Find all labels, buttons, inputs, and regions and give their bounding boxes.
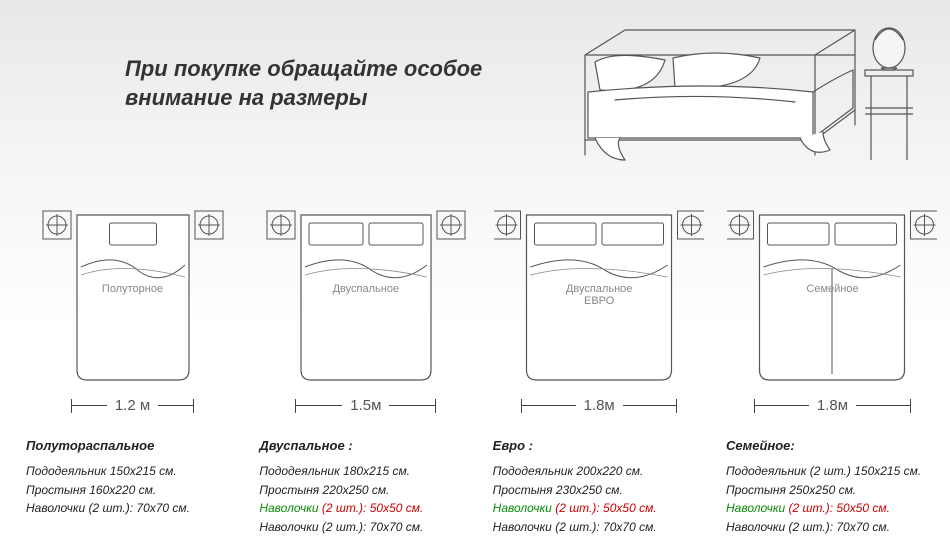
pillow-size: 70х70 см. (603, 520, 657, 534)
pillow-size: 50х50 см. (836, 501, 890, 515)
bed-diagram-label: Полуторное (102, 283, 163, 295)
pillow-size: 70х70 см. (370, 520, 424, 534)
bed-size-column-family: Семейное 1.8м Семейное: Пододеяльник (2 … (720, 195, 945, 537)
width-label: 1.8м (578, 397, 621, 414)
bed-diagram-label: ДвуспальноеЕВРО (566, 283, 632, 307)
width-dimension: 1.8м (487, 392, 712, 418)
spec-pillow-row: Наволочки (2 шт.): 70х70 см. (259, 518, 423, 537)
spec-duvet: Пододеяльник 180х215 см. (259, 462, 423, 481)
bed-size-columns: Полуторное 1.2 м Полутораспальное Пододе… (20, 195, 945, 537)
heading-text: При покупке обращайте особое внимание на… (125, 55, 545, 112)
bed-size-column-one_half: Полуторное 1.2 м Полутораспальное Пододе… (20, 195, 245, 537)
spec-pillow-row: Наволочки (2 шт.): 70х70 см. (26, 499, 190, 518)
spec-block: Полутораспальное Пододеяльник 150х215 см… (20, 436, 190, 518)
pillow-label: Наволочки (259, 501, 318, 515)
spec-title: Евро : (493, 436, 657, 456)
spec-block: Евро : Пододеяльник 200х220 см. Простыня… (487, 436, 657, 537)
bed-size-column-double: Двуспальное 1.5м Двуспальное : Пододеяль… (253, 195, 478, 537)
spec-sheet: Простыня 220х250 см. (259, 481, 423, 500)
spec-block: Семейное: Пододеяльник (2 шт.) 150х215 с… (720, 436, 921, 537)
spec-sheet: Простыня 160х220 см. (26, 481, 190, 500)
pillow-qty: (2 шт.): (322, 520, 367, 534)
pillow-label: Наволочки (259, 520, 318, 534)
spec-pillow-row: Наволочки (2 шт.): 70х70 см. (493, 518, 657, 537)
spec-sheet: Простыня 250х250 см. (726, 481, 921, 500)
pillow-size: 70х70 см. (836, 520, 890, 534)
spec-title: Семейное: (726, 436, 921, 456)
pillow-size: 70х70 см. (136, 501, 190, 515)
width-dimension: 1.2 м (20, 392, 245, 418)
spec-title: Двуспальное : (259, 436, 423, 456)
bed-size-column-euro: ДвуспальноеЕВРО 1.8м Евро : Пододеяльник… (487, 195, 712, 537)
bed-diagram-label: Семейное (806, 283, 858, 295)
bed-diagram: Двуспальное (261, 195, 471, 390)
bed-diagram: Семейное (727, 195, 937, 390)
pillow-qty: (2 шт.): (322, 501, 367, 515)
spec-title: Полутораспальное (26, 436, 190, 456)
spec-sheet: Простыня 230х250 см. (493, 481, 657, 500)
pillow-label: Наволочки (493, 520, 552, 534)
pillow-label: Наволочки (26, 501, 85, 515)
spec-pillow-row: Наволочки (2 шт.): 70х70 см. (726, 518, 921, 537)
pillow-qty: (2 шт.): (555, 520, 600, 534)
pillow-qty: (2 шт.): (789, 520, 834, 534)
width-dimension: 1.5м (253, 392, 478, 418)
spec-duvet: Пододеяльник (2 шт.) 150х215 см. (726, 462, 921, 481)
spec-duvet: Пододеяльник 200х220 см. (493, 462, 657, 481)
width-label: 1.5м (344, 397, 387, 414)
width-label: 1.8м (811, 397, 854, 414)
pillow-size: 50х50 см. (603, 501, 657, 515)
bed-diagram: ДвуспальноеЕВРО (494, 195, 704, 390)
bed-diagram: Полуторное (28, 195, 238, 390)
pillow-label: Наволочки (726, 520, 785, 534)
spec-block: Двуспальное : Пододеяльник 180х215 см. П… (253, 436, 423, 537)
spec-duvet: Пододеяльник 150х215 см. (26, 462, 190, 481)
pillow-qty: (2 шт.): (789, 501, 834, 515)
bed-diagram-label: Двуспальное (333, 283, 399, 295)
pillow-label: Наволочки (493, 501, 552, 515)
width-dimension: 1.8м (720, 392, 945, 418)
pillow-qty: (2 шт.): (89, 501, 134, 515)
pillow-size: 50х50 см. (370, 501, 424, 515)
width-label: 1.2 м (109, 397, 156, 414)
pillow-qty: (2 шт.): (555, 501, 600, 515)
bed-illustration (555, 0, 935, 180)
spec-pillow-row: Наволочки (2 шт.): 50х50 см. (259, 499, 423, 518)
pillow-label: Наволочки (726, 501, 785, 515)
spec-pillow-row: Наволочки (2 шт.): 50х50 см. (726, 499, 921, 518)
spec-pillow-row: Наволочки (2 шт.): 50х50 см. (493, 499, 657, 518)
